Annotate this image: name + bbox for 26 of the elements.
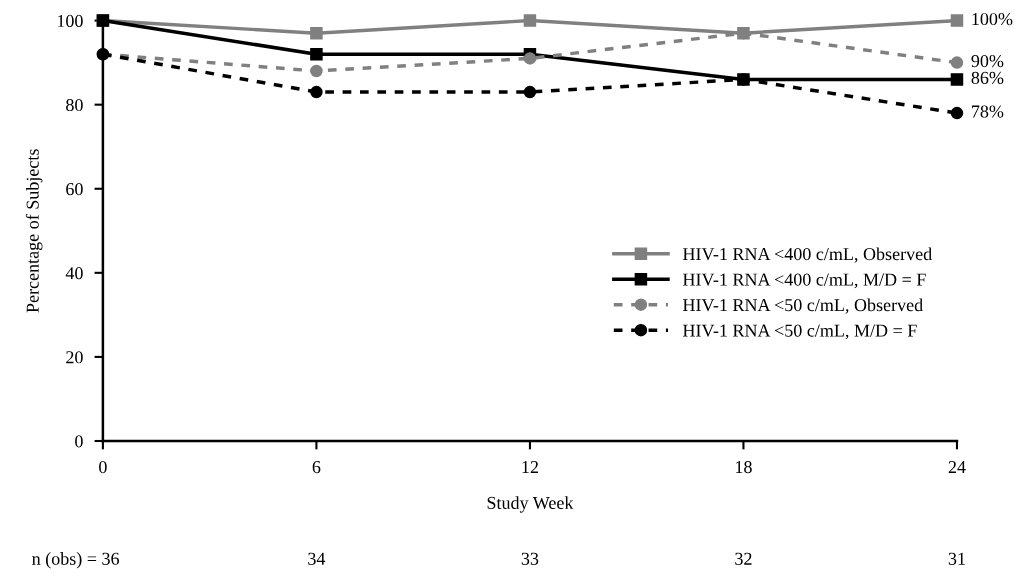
legend-label: HIV-1 RNA <400 c/mL, Observed bbox=[682, 247, 932, 263]
data-label: 90% bbox=[971, 54, 1004, 68]
legend-label: HIV-1 RNA <50 c/mL, M/D = F bbox=[682, 324, 917, 340]
x-tick-label: 6 bbox=[312, 461, 321, 474]
x-tick-label: 0 bbox=[99, 460, 107, 474]
y-tick-label: 100 bbox=[57, 14, 83, 28]
y-tick-label: 60 bbox=[66, 183, 83, 196]
x-tick-label: 12 bbox=[522, 461, 538, 473]
data-label: 100% bbox=[972, 12, 1013, 26]
text: n (obs) = 36 bbox=[32, 552, 120, 569]
data-label: 86% bbox=[971, 71, 1004, 85]
text: 33 bbox=[521, 552, 539, 565]
data-label: 78% bbox=[972, 105, 1004, 118]
y-tick-label: 0 bbox=[75, 435, 83, 448]
y-axis-title: Percentage of Subjects bbox=[25, 149, 43, 313]
text: 31 bbox=[948, 552, 965, 565]
x-axis-title: Study Week bbox=[487, 496, 574, 513]
x-tick-label: 18 bbox=[736, 460, 752, 474]
text: 34 bbox=[308, 552, 326, 565]
legend-label: HIV-1 RNA <50 c/mL, Observed bbox=[682, 298, 923, 314]
x-tick-label: 24 bbox=[948, 461, 966, 473]
y-tick-label: 40 bbox=[65, 267, 83, 280]
y-tick-label: 80 bbox=[66, 98, 83, 112]
legend-label: HIV-1 RNA <400 c/mL, M/D = F bbox=[682, 273, 926, 289]
y-tick-label: 20 bbox=[66, 351, 83, 364]
text: 32 bbox=[735, 552, 752, 565]
